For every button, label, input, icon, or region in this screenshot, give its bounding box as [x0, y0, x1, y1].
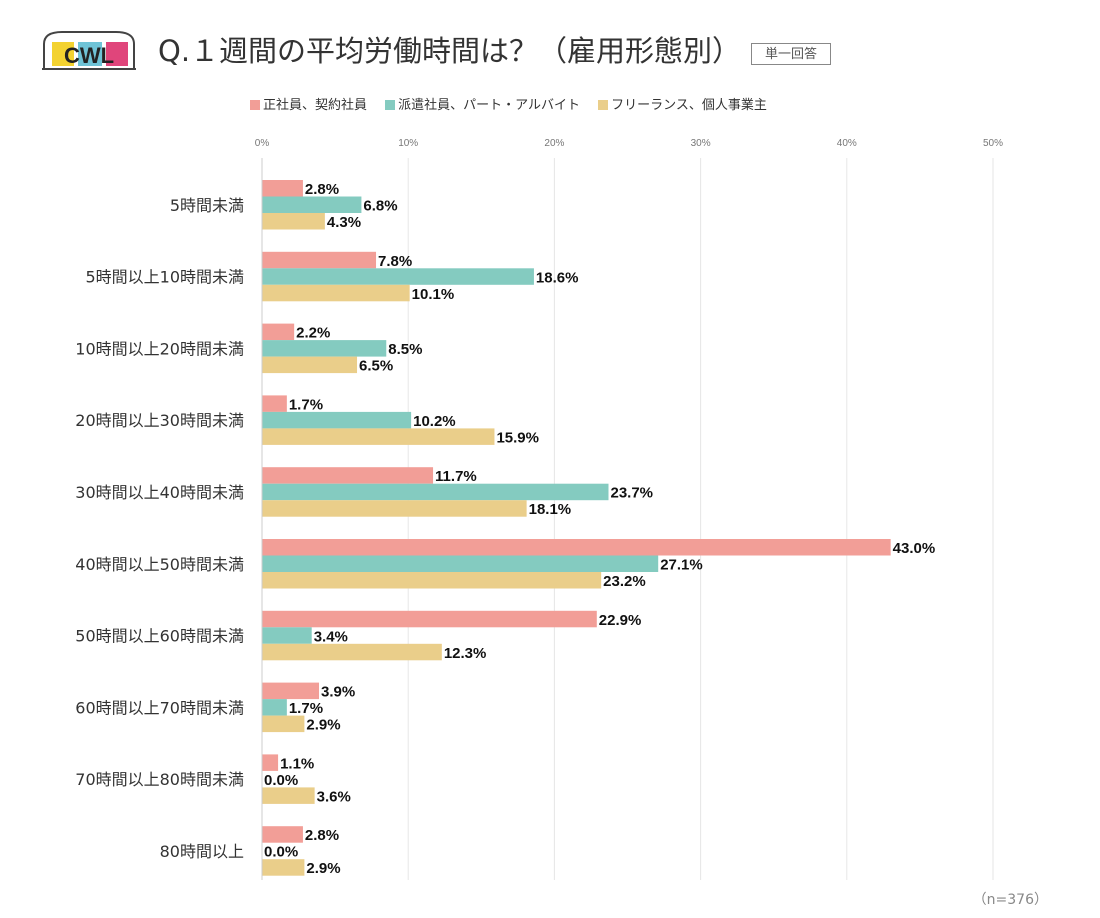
category-label-2: 10時間以上20時間未満 [75, 339, 244, 358]
bar-s0-c2 [262, 323, 295, 341]
data-label-s2-c6: 12.3% [444, 645, 487, 662]
data-label-s2-c9: 2.9% [306, 860, 340, 877]
bar-s2-c2 [262, 356, 358, 374]
legend-swatch-parttime [385, 100, 396, 110]
legend-swatch-freelance [598, 100, 609, 110]
bar-s1-c2 [262, 340, 387, 357]
data-label-s0-c2: 2.2% [296, 325, 330, 342]
category-label-4: 30時間以上40時間未満 [75, 483, 244, 502]
bar-s2-c1 [262, 284, 410, 302]
data-label-s0-c3: 1.7% [289, 396, 323, 413]
chart-header: CWL Q.１週間の平均労働時間は？（雇用形態別） 単一回答 [0, 0, 1100, 80]
category-label-6: 50時間以上60時間未満 [75, 627, 244, 646]
x-tick-label-0: 0% [255, 138, 270, 149]
bar-s0-c1 [262, 251, 377, 269]
data-label-s0-c7: 3.9% [321, 684, 355, 701]
bar-s0-c3 [262, 395, 287, 412]
category-label-8: 70時間以上80時間未満 [75, 770, 244, 789]
legend-label-freelance: フリーランス、個人事業主 [611, 98, 767, 113]
category-label-9: 80時間以上 [160, 842, 244, 861]
data-label-s0-c1: 7.8% [378, 253, 412, 270]
data-label-s1-c4: 23.7% [610, 485, 653, 502]
data-label-s2-c5: 23.2% [603, 573, 646, 590]
data-label-s2-c2: 6.5% [359, 358, 393, 375]
data-label-s2-c0: 4.3% [327, 214, 361, 231]
legend-item-freelance: フリーランス、個人事業主 [598, 94, 767, 113]
data-label-s0-c6: 22.9% [599, 612, 642, 629]
data-label-s2-c3: 15.9% [496, 429, 539, 446]
bar-s2-c3 [262, 428, 495, 445]
data-label-s1-c6: 3.4% [314, 628, 348, 645]
bar-s1-c3 [262, 411, 412, 429]
bar-chart: 0% 10% 20% 30% 40% 50% 5時間未満 2.8% 6.8%4.3% 5時間以上1… [75, 138, 1003, 880]
sample-size-note: （n=376） [972, 892, 1048, 908]
legend-item-regular: 正社員、契約社員 [250, 94, 367, 113]
data-label-s1-c0: 6.8% [363, 198, 397, 215]
legend-item-parttime: 派遣社員、パート・アルバイト [385, 94, 580, 113]
data-label-s1-c5: 27.1% [660, 557, 703, 574]
bar-s2-c9 [262, 859, 305, 876]
bar-s2-c8 [262, 787, 315, 804]
x-tick-label-2: 20% [544, 138, 564, 149]
data-label-s1-c8: 0.0% [264, 772, 298, 789]
data-label-s2-c4: 18.1% [529, 501, 572, 518]
page-title: Q.１週間の平均労働時間は？（雇用形態別） [158, 34, 742, 68]
bar-s0-c0 [262, 180, 303, 197]
category-label-7: 60時間以上70時間未満 [75, 698, 244, 717]
x-tick-label-3: 30% [691, 138, 711, 149]
answer-type-badge: 単一回答 [751, 43, 831, 65]
x-tick-label-4: 40% [837, 138, 857, 149]
data-label-s0-c0: 2.8% [305, 181, 339, 198]
data-label-s0-c5: 43.0% [893, 540, 936, 557]
category-label-3: 20時間以上30時間未満 [75, 411, 244, 430]
bar-s0-c4 [262, 467, 434, 484]
bar-s2-c5 [262, 572, 602, 589]
bar-s2-c6 [262, 643, 442, 661]
data-label-s0-c4: 11.7% [435, 468, 477, 485]
data-label-s0-c9: 2.8% [305, 827, 339, 844]
bar-s2-c4 [262, 500, 527, 517]
data-label-s1-c3: 10.2% [413, 413, 456, 430]
data-label-s1-c1: 18.6% [536, 269, 579, 286]
bar-s1-c1 [262, 268, 534, 285]
bar-s2-c7 [262, 715, 305, 733]
bar-s0-c9 [262, 826, 303, 843]
data-label-s2-c1: 10.1% [412, 286, 455, 303]
data-label-s1-c7: 1.7% [289, 700, 323, 717]
bar-s1-c4 [262, 483, 609, 501]
bar-s0-c7 [262, 682, 320, 700]
data-label-s1-c2: 8.5% [388, 341, 422, 358]
data-label-s2-c7: 2.9% [306, 717, 340, 734]
x-tick-label-5: 50% [983, 138, 1003, 149]
logo-text: CWL [64, 43, 114, 68]
bar-s0-c8 [262, 754, 279, 771]
bar-s1-c5 [262, 555, 659, 572]
data-label-s2-c8: 3.6% [317, 788, 351, 805]
cwl-logo: CWL [42, 31, 136, 70]
x-tick-label-1: 10% [398, 138, 418, 149]
bar-s1-c0 [262, 196, 362, 213]
bar-s2-c0 [262, 213, 325, 230]
category-label-0: 5時間未満 [170, 196, 244, 215]
bar-s1-c7 [262, 699, 287, 716]
legend-label-parttime: 派遣社員、パート・アルバイト [398, 98, 581, 113]
category-label-1: 5時間以上10時間未満 [85, 268, 244, 287]
legend-label-regular: 正社員、契約社員 [263, 98, 368, 113]
legend-swatch-regular [250, 100, 260, 110]
bar-s0-c5 [262, 539, 891, 556]
bar-s1-c6 [262, 627, 312, 644]
data-label-s1-c9: 0.0% [264, 844, 298, 861]
category-label-5: 40時間以上50時間未満 [75, 555, 244, 574]
bar-s0-c6 [262, 610, 597, 628]
data-label-s0-c8: 1.1% [280, 755, 314, 772]
chart-legend: 正社員、契約社員 派遣社員、パート・アルバイト フリーランス、個人事業主 [250, 94, 781, 113]
